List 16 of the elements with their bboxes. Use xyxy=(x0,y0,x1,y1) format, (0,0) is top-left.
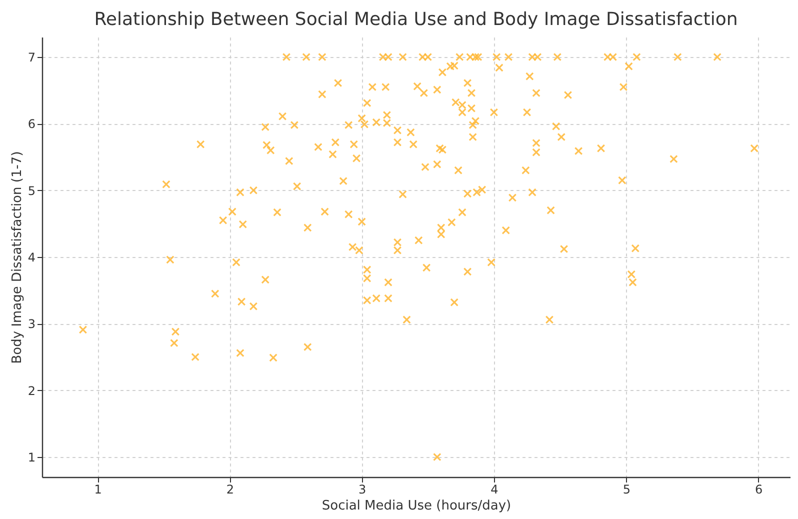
y-axis-title: Body Image Dissatisfaction (1-7) xyxy=(10,151,25,364)
x-axis-title: Social Media Use (hours/day) xyxy=(322,498,512,514)
y-tick-label: 4 xyxy=(28,250,36,264)
chart-title: Relationship Between Social Media Use and Body Image Dissatisfaction xyxy=(94,9,738,30)
x-tick-label: 6 xyxy=(754,482,763,496)
y-tick-label: 1 xyxy=(28,450,36,464)
y-tick-label: 7 xyxy=(28,50,36,64)
x-tick-label: 4 xyxy=(490,482,498,496)
x-tick-label: 3 xyxy=(358,482,366,496)
x-tick-label: 5 xyxy=(622,482,630,496)
y-tick-label: 3 xyxy=(28,317,36,332)
y-tick-label: 5 xyxy=(28,184,36,198)
y-tick-label: 6 xyxy=(28,117,36,132)
x-tick-label: 1 xyxy=(94,482,102,496)
x-tick-label: 2 xyxy=(226,482,234,496)
y-tick-label: 2 xyxy=(28,384,36,398)
